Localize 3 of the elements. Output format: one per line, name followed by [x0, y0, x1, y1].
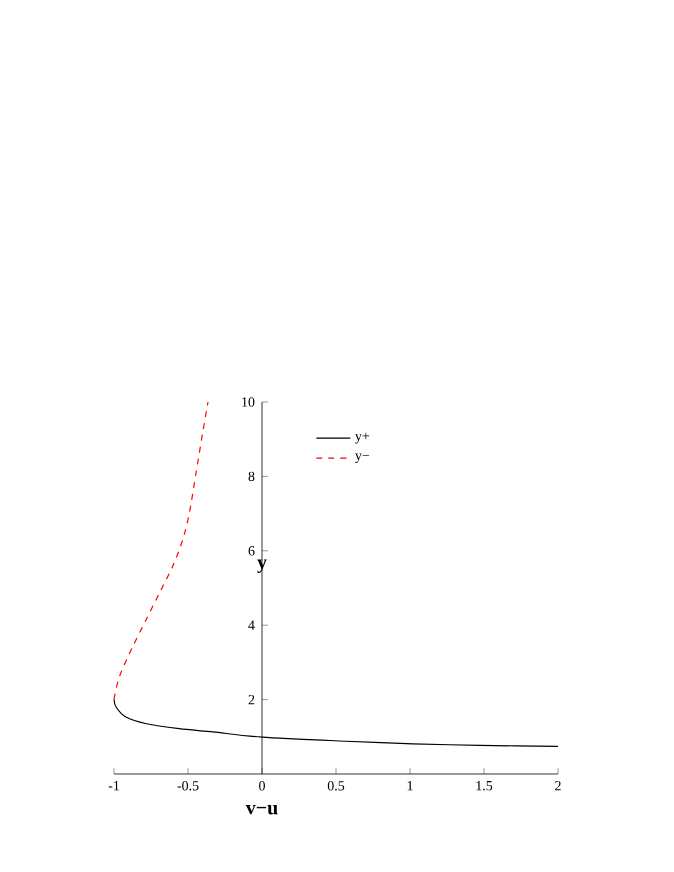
line-series	[113, 401, 209, 700]
y-axis-title: y	[257, 559, 267, 573]
x-axis-title: v−u	[245, 805, 278, 815]
